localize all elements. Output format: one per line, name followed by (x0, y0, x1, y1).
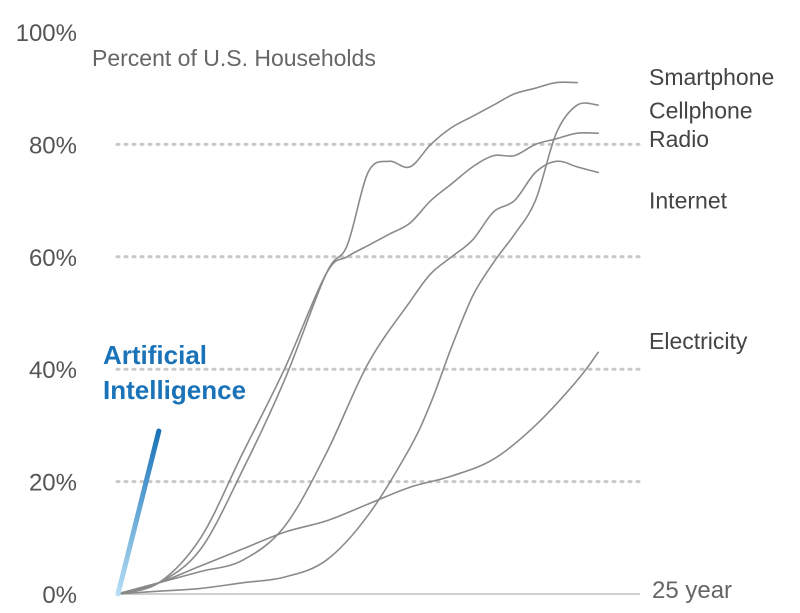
series-line-cellphone (116, 102, 599, 595)
gridlines (115, 142, 642, 595)
series-label-internet: Internet (649, 188, 728, 214)
y-tick-label-0: 0% (42, 582, 77, 609)
ai-label-line-1: Artificial (103, 340, 207, 370)
series-lines (116, 81, 599, 595)
series-line-radio (116, 160, 599, 595)
series-label-cellphone: Cellphone (649, 98, 753, 124)
x-end-label: 25 year (652, 577, 732, 604)
series-line-internet (116, 131, 599, 595)
series-label-radio: Radio (649, 126, 709, 152)
y-tick-label-60: 60% (29, 245, 77, 272)
series-label-electricity: Electricity (649, 328, 748, 354)
y-tick-label-40: 40% (29, 357, 77, 384)
ai-line (115, 428, 162, 597)
y-tick-label-20: 20% (29, 470, 77, 497)
y-tick-label-80: 80% (29, 132, 77, 159)
ai-label-line-2: Intelligence (103, 375, 246, 405)
y-axis: 0% 20% 40% 60% 80% 100% (16, 20, 77, 609)
chart-title: Percent of U.S. Households (92, 45, 376, 71)
series-line-smartphone (116, 81, 578, 595)
y-tick-label-100: 100% (16, 20, 77, 47)
ai-highlight: Artificial Intelligence (103, 340, 246, 597)
series-label-smartphone: Smartphone (649, 64, 774, 90)
series-line-electricity (116, 351, 599, 595)
